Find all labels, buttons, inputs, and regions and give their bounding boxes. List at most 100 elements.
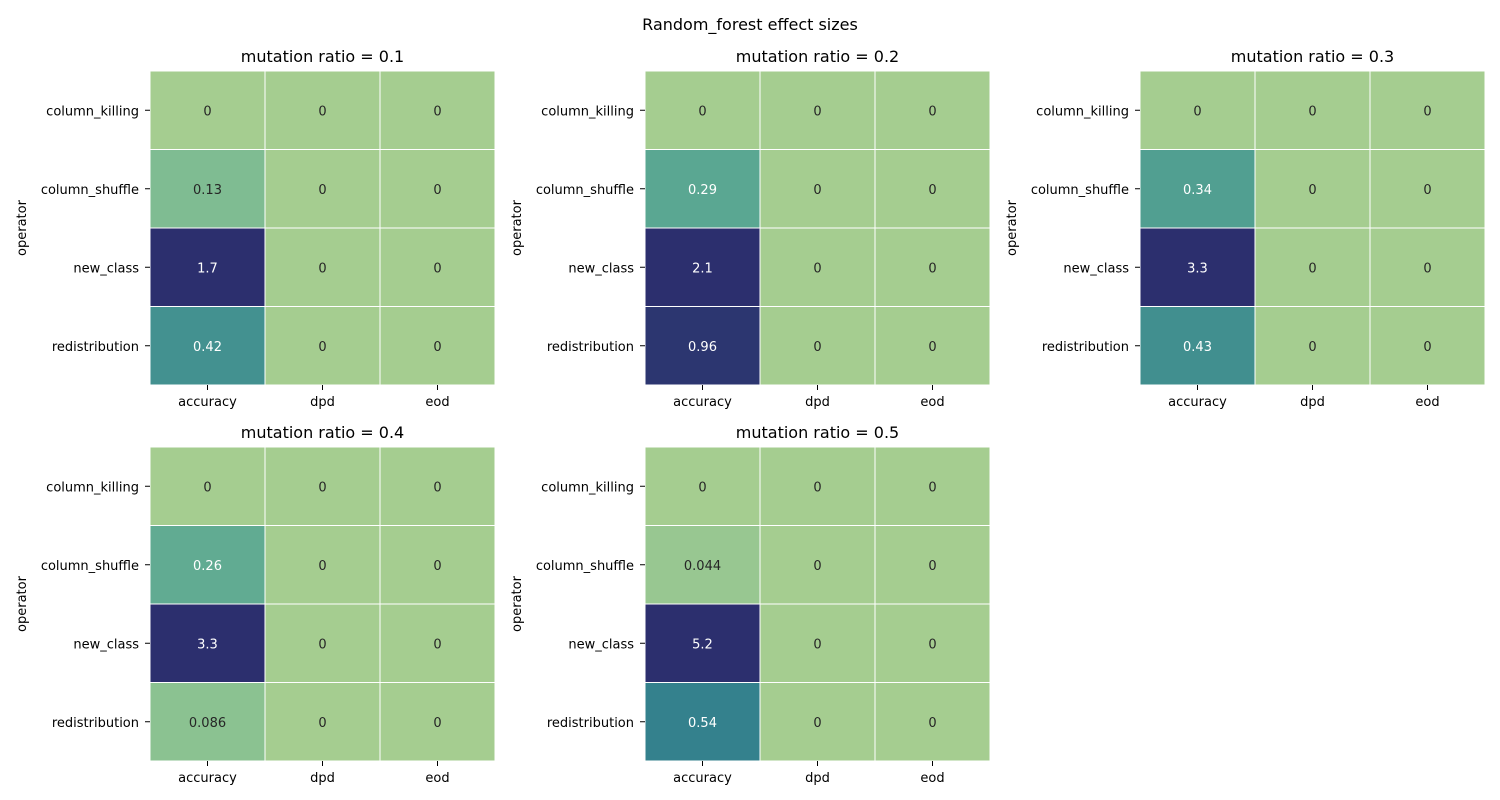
cell-value-label: 0 bbox=[928, 480, 936, 495]
y-tick-label: column_killing bbox=[46, 480, 139, 495]
heatmap-cell bbox=[149, 306, 266, 386]
panel-title: mutation ratio = 0.1 bbox=[241, 47, 404, 66]
x-tick-label: accuracy bbox=[673, 771, 732, 786]
cell-value-label: 0.43 bbox=[1183, 340, 1212, 355]
cell-value-label: 0 bbox=[433, 183, 441, 198]
heatmap-cell bbox=[379, 525, 496, 605]
x-tick-label: eod bbox=[425, 771, 449, 786]
cell-value-label: 0.13 bbox=[193, 183, 222, 198]
y-tick-label: new_class bbox=[73, 261, 139, 276]
cell-value-label: 2.1 bbox=[692, 261, 713, 276]
y-tick-label: redistribution bbox=[1042, 340, 1129, 355]
cell-value-label: 0 bbox=[928, 104, 936, 119]
cell-value-label: 0 bbox=[318, 480, 326, 495]
y-tick-label: column_shuffle bbox=[536, 559, 634, 574]
heatmap-panel: mutation ratio = 0.4 0 0 0 0.26 0 0 3.3 0 0 0.086 0… bbox=[15, 423, 496, 786]
cell-value-label: 0 bbox=[433, 340, 441, 355]
y-tick-label: new_class bbox=[73, 637, 139, 652]
heatmap-cell bbox=[1254, 227, 1371, 307]
cell-value-label: 0 bbox=[1308, 261, 1316, 276]
cell-value-label: 0 bbox=[813, 716, 821, 731]
y-axis-label: operator bbox=[15, 199, 30, 256]
heatmap-cell bbox=[874, 682, 991, 762]
cell-value-label: 0.96 bbox=[688, 340, 717, 355]
y-tick-label: column_killing bbox=[46, 104, 139, 119]
heatmap-cell bbox=[759, 70, 876, 150]
cell-value-label: 0.044 bbox=[684, 559, 721, 574]
cell-value-label: 0.086 bbox=[189, 716, 226, 731]
heatmap-cell bbox=[644, 149, 761, 229]
cell-value-label: 0 bbox=[433, 104, 441, 119]
heatmap-panel: mutation ratio = 0.5 0 0 0 0.044 0 0 5.2 0 0 0.54 0… bbox=[510, 423, 991, 786]
heatmap-cell bbox=[149, 525, 266, 605]
cell-value-label: 0 bbox=[318, 716, 326, 731]
cell-value-label: 0 bbox=[318, 637, 326, 652]
heatmap-cell bbox=[379, 149, 496, 229]
heatmap-panel: mutation ratio = 0.3 0 0 0 0.34 0 0 3.3 0 0 0.43 0 0… bbox=[1005, 47, 1486, 410]
heatmap-cell bbox=[874, 149, 991, 229]
heatmap-cell bbox=[874, 603, 991, 683]
x-tick-label: accuracy bbox=[178, 771, 237, 786]
heatmap-cell bbox=[264, 525, 381, 605]
heatmap-cell bbox=[149, 70, 266, 150]
x-tick-label: dpd bbox=[1300, 395, 1325, 410]
heatmap-cell bbox=[874, 525, 991, 605]
y-tick-label: redistribution bbox=[52, 716, 139, 731]
y-tick-label: column_killing bbox=[541, 104, 634, 119]
heatmap-cell bbox=[264, 149, 381, 229]
heatmap-cell bbox=[1369, 306, 1486, 386]
heatmap-cell bbox=[1369, 70, 1486, 150]
cell-value-label: 0 bbox=[813, 559, 821, 574]
heatmap-cell bbox=[1254, 149, 1371, 229]
y-tick-label: new_class bbox=[568, 261, 634, 276]
y-tick-label: column_killing bbox=[1036, 104, 1129, 119]
heatmap-cell bbox=[264, 227, 381, 307]
heatmap-cell bbox=[1369, 227, 1486, 307]
cell-value-label: 0 bbox=[1193, 104, 1201, 119]
heatmap-cell bbox=[759, 227, 876, 307]
cell-value-label: 0 bbox=[318, 340, 326, 355]
heatmap-cell bbox=[759, 682, 876, 762]
x-tick-label: eod bbox=[920, 395, 944, 410]
heatmap-cell bbox=[759, 525, 876, 605]
panel-title: mutation ratio = 0.4 bbox=[241, 423, 404, 442]
cell-value-label: 0 bbox=[1423, 340, 1431, 355]
cell-value-label: 0 bbox=[928, 716, 936, 731]
cell-value-label: 3.3 bbox=[1187, 261, 1208, 276]
cell-value-label: 0.54 bbox=[688, 716, 717, 731]
x-tick-label: accuracy bbox=[673, 395, 732, 410]
heatmap-cell bbox=[874, 306, 991, 386]
y-tick-label: column_shuffle bbox=[41, 183, 139, 198]
cell-value-label: 5.2 bbox=[692, 637, 713, 652]
cell-value-label: 0 bbox=[698, 104, 706, 119]
heatmap-cell bbox=[644, 446, 761, 526]
cell-value-label: 0 bbox=[1423, 104, 1431, 119]
heatmap-cell bbox=[379, 306, 496, 386]
y-axis-label: operator bbox=[1005, 199, 1020, 256]
x-tick-label: eod bbox=[425, 395, 449, 410]
cell-value-label: 0 bbox=[203, 104, 211, 119]
heatmap-cell bbox=[264, 70, 381, 150]
x-tick-label: eod bbox=[1415, 395, 1439, 410]
heatmap-cell bbox=[644, 682, 761, 762]
panel-title: mutation ratio = 0.5 bbox=[736, 423, 899, 442]
x-tick-label: accuracy bbox=[178, 395, 237, 410]
heatmap-cell bbox=[1139, 70, 1256, 150]
y-tick-label: new_class bbox=[1063, 261, 1129, 276]
heatmap-cell bbox=[1139, 306, 1256, 386]
y-tick-label: redistribution bbox=[547, 340, 634, 355]
cell-value-label: 0 bbox=[928, 559, 936, 574]
figure-title: Random_forest effect sizes bbox=[642, 15, 858, 35]
cell-value-label: 0.42 bbox=[193, 340, 222, 355]
heatmap-cell bbox=[149, 603, 266, 683]
heatmap-cell bbox=[149, 446, 266, 526]
x-tick-label: dpd bbox=[310, 395, 335, 410]
cell-value-label: 0 bbox=[433, 480, 441, 495]
cell-value-label: 0 bbox=[318, 261, 326, 276]
cell-value-label: 0.29 bbox=[688, 183, 717, 198]
cell-value-label: 0 bbox=[1423, 183, 1431, 198]
y-tick-label: column_shuffle bbox=[1031, 183, 1129, 198]
heatmap-cell bbox=[264, 603, 381, 683]
heatmap-panel: mutation ratio = 0.1 0 0 0 0.13 0 0 1.7 0 0 0.42 0 0… bbox=[15, 47, 496, 410]
heatmap-cell bbox=[379, 603, 496, 683]
